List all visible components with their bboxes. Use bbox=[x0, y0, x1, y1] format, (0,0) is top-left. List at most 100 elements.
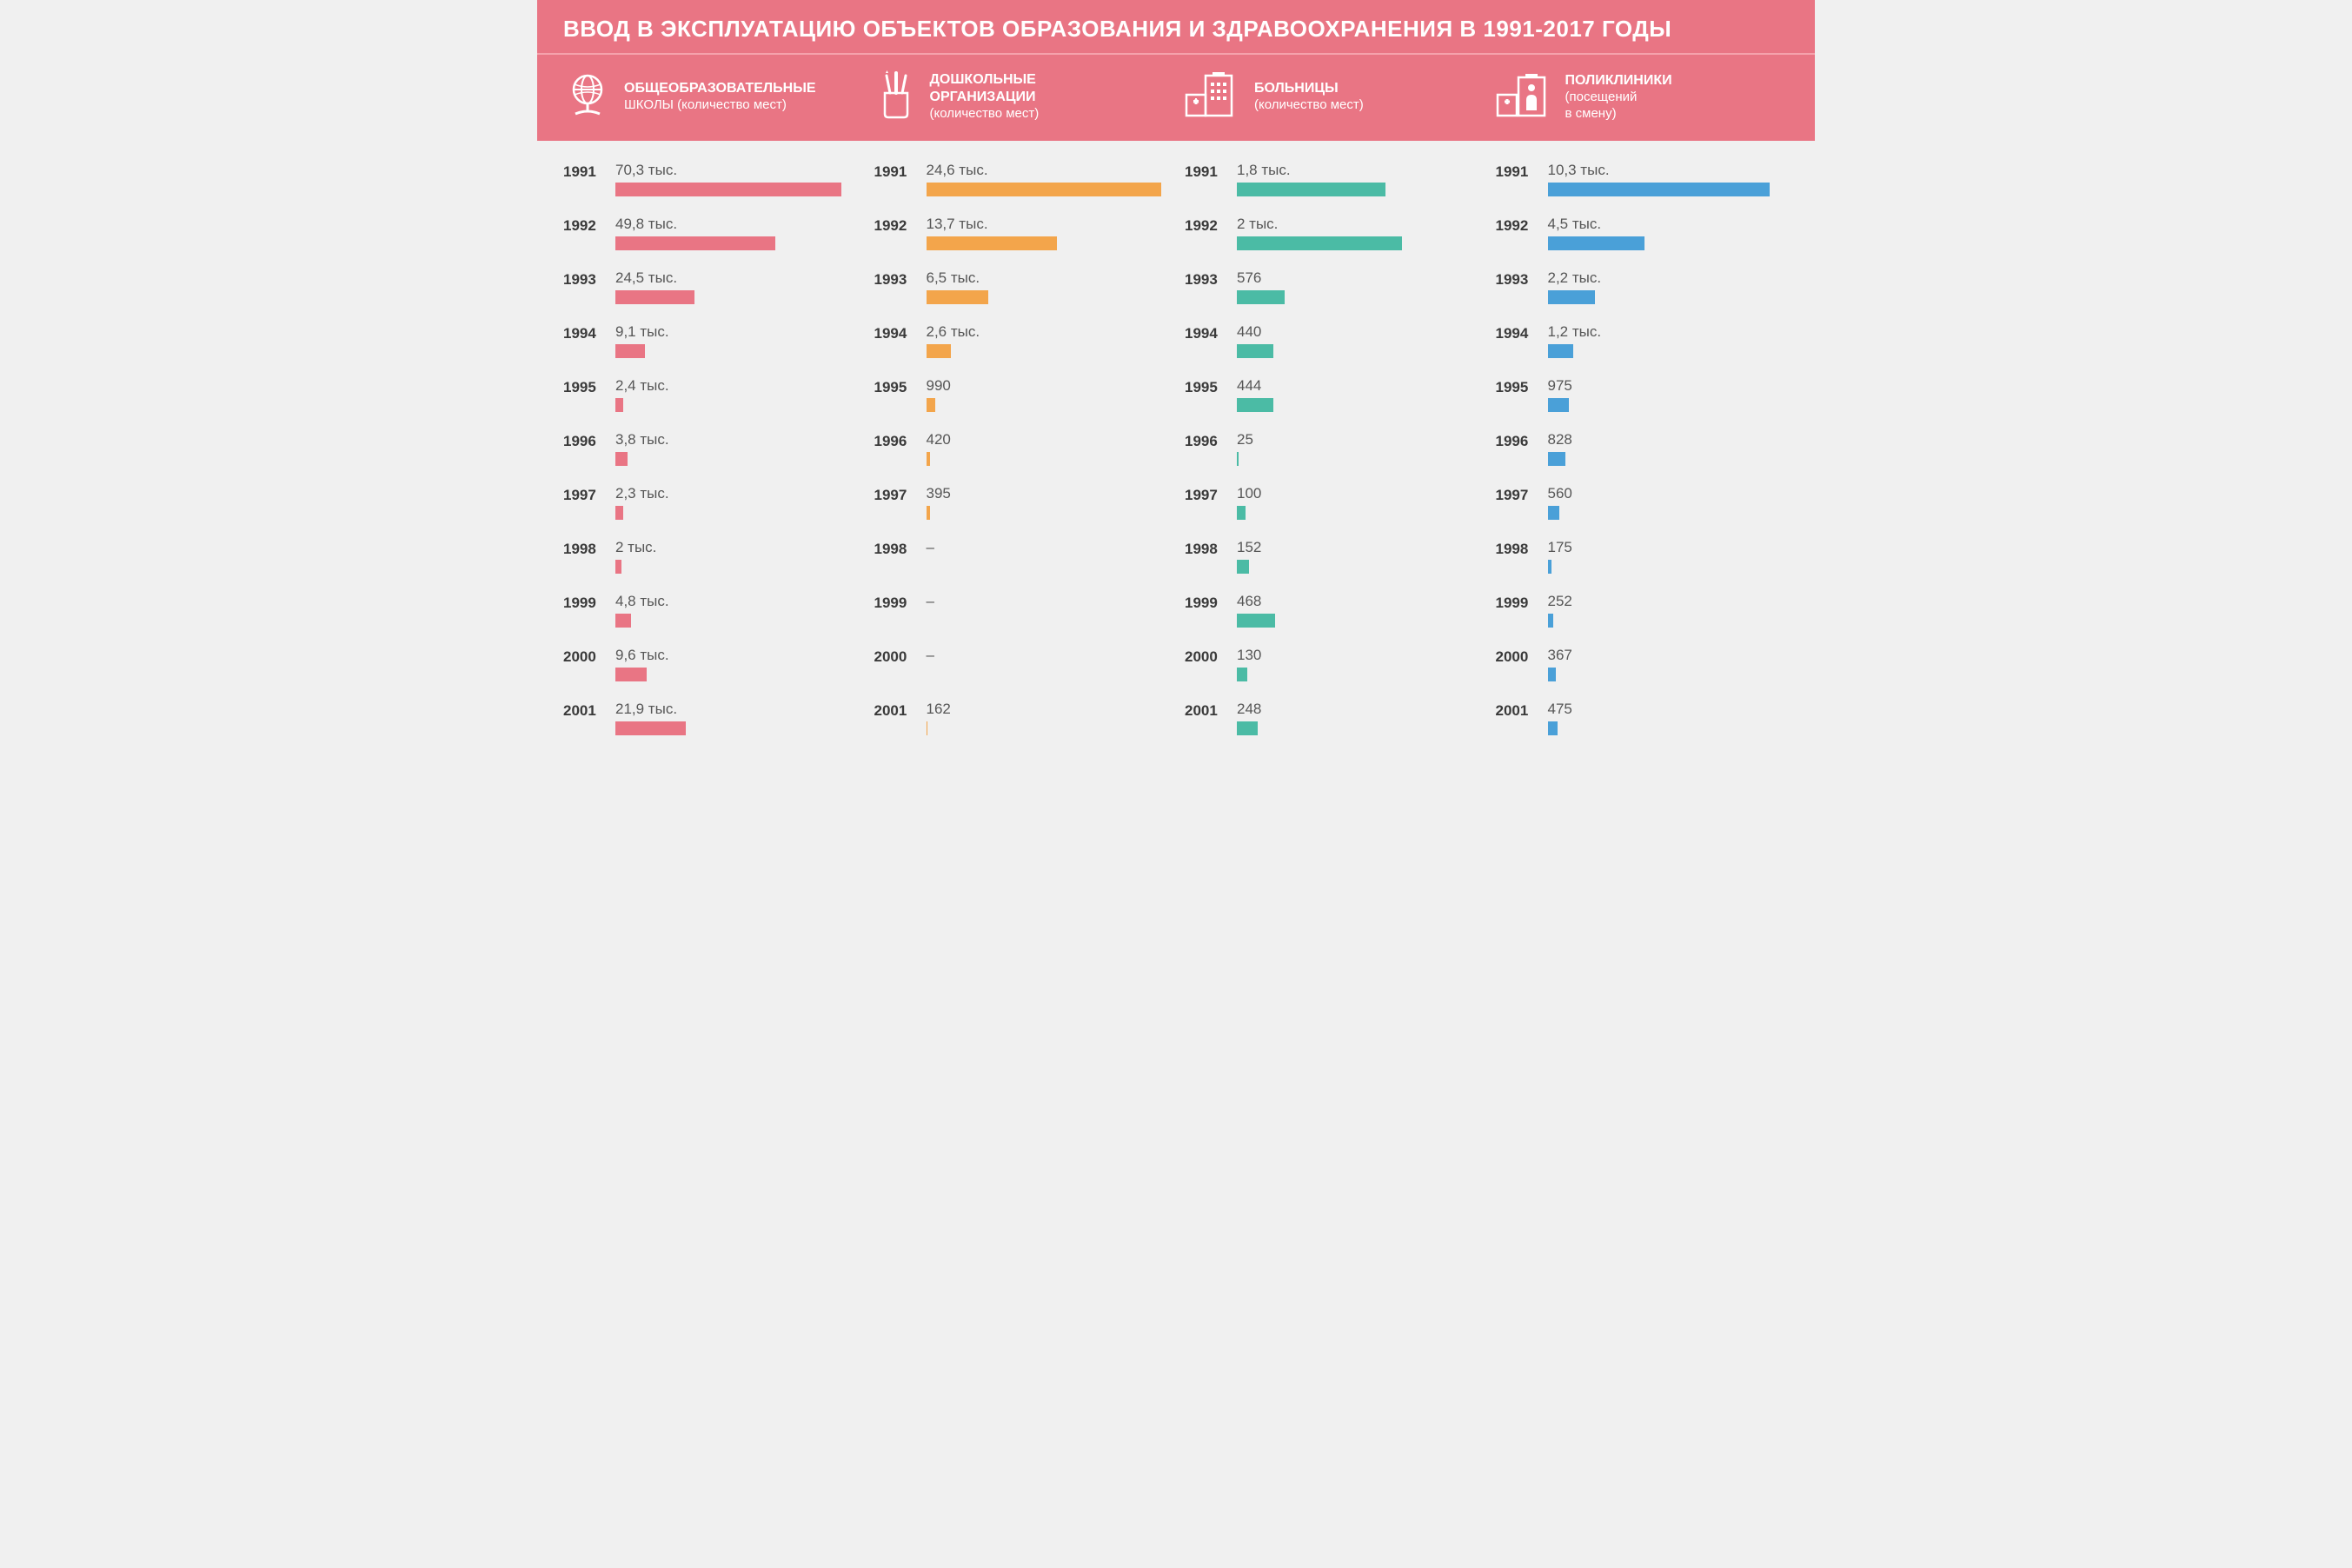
row-year: 1991 bbox=[563, 162, 603, 181]
bar-row: 1996420 bbox=[874, 431, 1168, 466]
bar bbox=[1548, 183, 1770, 196]
row-value: 990 bbox=[927, 377, 1168, 395]
bar bbox=[1548, 668, 1556, 681]
page-title: ВВОД В ЭКСПЛУАТАЦИЮ ОБЪЕКТОВ ОБРАЗОВАНИЯ… bbox=[563, 16, 1789, 43]
row-body: 828 bbox=[1548, 431, 1790, 466]
row-value: 4,5 тыс. bbox=[1548, 216, 1790, 233]
row-body: 175 bbox=[1548, 539, 1790, 574]
row-value: 1,2 тыс. bbox=[1548, 323, 1790, 341]
bar bbox=[1237, 668, 1247, 681]
row-year: 2001 bbox=[1496, 701, 1536, 720]
row-body: 252 bbox=[1548, 593, 1790, 628]
chart-column-preschool: 199124,6 тыс.199213,7 тыс.19936,5 тыс.19… bbox=[874, 162, 1168, 754]
row-body: 395 bbox=[927, 485, 1168, 520]
row-body: 4,8 тыс. bbox=[615, 593, 857, 628]
row-value: 395 bbox=[927, 485, 1168, 502]
row-value: 1,8 тыс. bbox=[1237, 162, 1478, 179]
row-value: 21,9 тыс. bbox=[615, 701, 857, 718]
row-year: 1999 bbox=[1496, 593, 1536, 612]
bar-row: 1995444 bbox=[1185, 377, 1478, 412]
row-year: 1998 bbox=[1496, 539, 1536, 558]
row-body: 576 bbox=[1237, 269, 1478, 304]
bar-row: 19924,5 тыс. bbox=[1496, 216, 1790, 250]
row-year: 1994 bbox=[1496, 323, 1536, 342]
bar-row: 1995975 bbox=[1496, 377, 1790, 412]
row-body: 152 bbox=[1237, 539, 1478, 574]
row-year: 1998 bbox=[874, 539, 914, 558]
row-year: 2000 bbox=[563, 647, 603, 666]
bar bbox=[1548, 560, 1551, 574]
row-body: 1,2 тыс. bbox=[1548, 323, 1790, 358]
row-value: 576 bbox=[1237, 269, 1478, 287]
bar-row: 1998 175 bbox=[1496, 539, 1790, 574]
pencil-cup-icon bbox=[874, 70, 918, 123]
row-year: 1997 bbox=[1496, 485, 1536, 504]
row-body: 2,4 тыс. bbox=[615, 377, 857, 412]
category-preschool: ДОШКОЛЬНЫЕ ОРГАНИЗАЦИИ (количество мест) bbox=[874, 70, 1168, 123]
category-hospitals: БОЛЬНИЦЫ (количество мест) bbox=[1185, 70, 1478, 123]
bar bbox=[1548, 236, 1644, 250]
bar-row: 2000367 bbox=[1496, 647, 1790, 681]
row-year: 1997 bbox=[1185, 485, 1225, 504]
bar-row: 199170,3 тыс. bbox=[563, 162, 857, 196]
row-value: 2,6 тыс. bbox=[927, 323, 1168, 341]
category-label: ПОЛИКЛИНИКИ (посещений в смену) bbox=[1565, 72, 1672, 123]
row-body: 1,8 тыс. bbox=[1237, 162, 1478, 196]
hospital-icon bbox=[1185, 70, 1242, 123]
clinic-icon bbox=[1496, 70, 1553, 123]
bar bbox=[1237, 560, 1249, 574]
row-value: 25 bbox=[1237, 431, 1478, 448]
row-body: 24,5 тыс. bbox=[615, 269, 857, 304]
row-body: 2 тыс. bbox=[615, 539, 857, 574]
row-body: 9,1 тыс. bbox=[615, 323, 857, 358]
bar-row: 1998152 bbox=[1185, 539, 1478, 574]
row-body: 21,9 тыс. bbox=[615, 701, 857, 735]
bar-row: 19972,3 тыс. bbox=[563, 485, 857, 520]
bar-row: 19936,5 тыс. bbox=[874, 269, 1168, 304]
bar-row: 19922 тыс. bbox=[1185, 216, 1478, 250]
row-year: 1993 bbox=[874, 269, 914, 289]
row-year: 1992 bbox=[563, 216, 603, 235]
chart-column-clinics: 199110,3 тыс.19924,5 тыс.19932,2 тыс.199… bbox=[1496, 162, 1790, 754]
row-body: – bbox=[927, 593, 1168, 628]
row-body: 440 bbox=[1237, 323, 1478, 358]
row-body: 24,6 тыс. bbox=[927, 162, 1168, 196]
bar-row: 2001162 bbox=[874, 701, 1168, 735]
row-body: 975 bbox=[1548, 377, 1790, 412]
row-body: 2,3 тыс. bbox=[615, 485, 857, 520]
row-value: – bbox=[927, 539, 1168, 556]
bar bbox=[615, 560, 621, 574]
row-year: 2000 bbox=[874, 647, 914, 666]
bar bbox=[1237, 344, 1273, 358]
category-clinics: ПОЛИКЛИНИКИ (посещений в смену) bbox=[1496, 70, 1790, 123]
row-body: 2,2 тыс. bbox=[1548, 269, 1790, 304]
globe-icon bbox=[563, 70, 612, 123]
bar-row: 2000 9,6 тыс. bbox=[563, 647, 857, 681]
row-year: 1993 bbox=[1185, 269, 1225, 289]
bar bbox=[615, 183, 841, 196]
bar-row: 2000– bbox=[874, 647, 1168, 681]
row-year: 2001 bbox=[874, 701, 914, 720]
row-year: 1997 bbox=[874, 485, 914, 504]
row-year: 1992 bbox=[1185, 216, 1225, 235]
bar-row: 1995990 bbox=[874, 377, 1168, 412]
bar-row: 1999468 bbox=[1185, 593, 1478, 628]
category-label: БОЛЬНИЦЫ (количество мест) bbox=[1254, 80, 1364, 114]
row-body: 4,5 тыс. bbox=[1548, 216, 1790, 250]
row-value: 4,8 тыс. bbox=[615, 593, 857, 610]
bar-row: 19942,6 тыс. bbox=[874, 323, 1168, 358]
bar-row: 2001248 bbox=[1185, 701, 1478, 735]
bar bbox=[1548, 506, 1560, 520]
row-value: 252 bbox=[1548, 593, 1790, 610]
row-value: 560 bbox=[1548, 485, 1790, 502]
row-value: 13,7 тыс. bbox=[927, 216, 1168, 233]
bar bbox=[1237, 614, 1275, 628]
row-value: 468 bbox=[1237, 593, 1478, 610]
row-body: – bbox=[927, 647, 1168, 681]
row-value: 152 bbox=[1237, 539, 1478, 556]
bar bbox=[1237, 506, 1246, 520]
row-value: 9,6 тыс. bbox=[615, 647, 857, 664]
bar bbox=[1237, 290, 1285, 304]
bar-row: 1997 560 bbox=[1496, 485, 1790, 520]
row-body: 3,8 тыс. bbox=[615, 431, 857, 466]
